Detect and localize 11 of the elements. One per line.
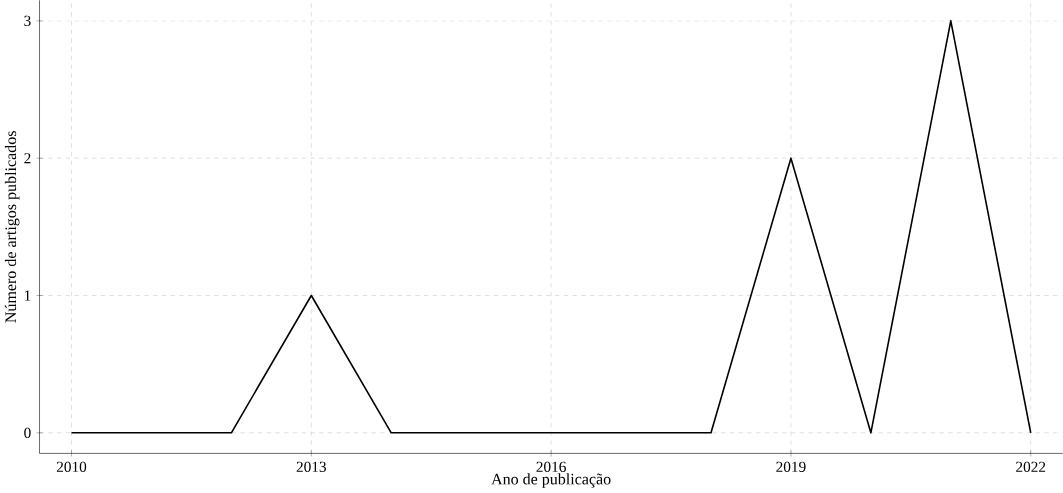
- x-tick-label: 2019: [776, 461, 806, 473]
- y-tick-label: 3: [24, 15, 31, 27]
- y-tick-label: 2: [24, 153, 31, 164]
- x-tick-label: 2022: [1016, 461, 1046, 473]
- y-axis-title: Número de artigos publicados: [4, 131, 20, 323]
- x-tick-label: 2016: [536, 461, 566, 473]
- x-tick-label: 2010: [56, 461, 87, 473]
- x-axis-title: Ano de publicação: [491, 473, 611, 488]
- x-tick-label: 2013: [296, 461, 326, 473]
- y-tick-label: 1: [24, 290, 31, 301]
- y-tick-label: 0: [24, 427, 31, 439]
